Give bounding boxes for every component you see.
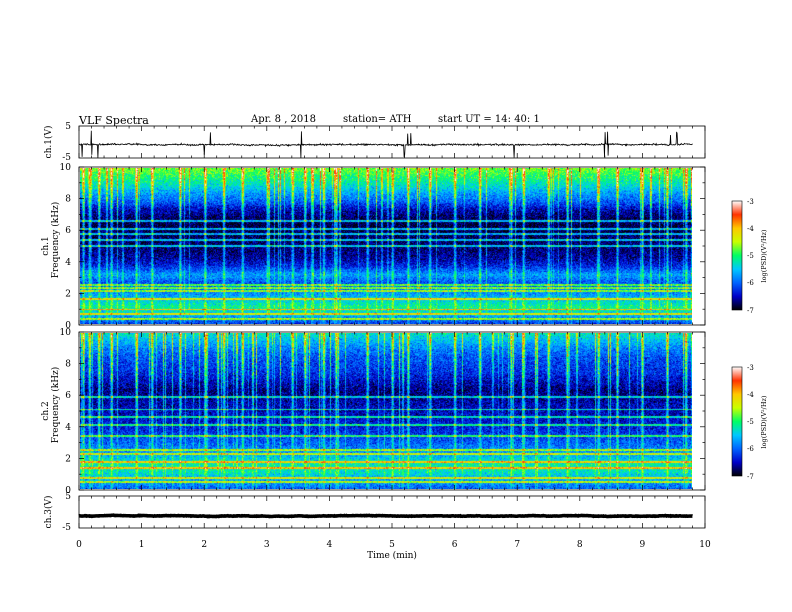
ch1-waveform-x-ticks xyxy=(78,126,706,158)
ch1-colorbar-scale xyxy=(731,200,743,311)
ch1-colorbar-tick-neg3: -3 xyxy=(747,198,754,206)
freq-tick-label: 10 xyxy=(60,328,72,338)
time-tick-label: 1 xyxy=(139,540,145,550)
ch2-colorbar-tick-neg5: -5 xyxy=(747,418,754,426)
ch1-waveform-ylabel: ch.1(V) xyxy=(43,126,54,159)
freq-tick-label: 10 xyxy=(60,163,72,173)
ch3-waveform-series xyxy=(78,513,693,519)
ch2-spectrogram-x-ticks xyxy=(78,332,706,490)
start-time-label: start UT = 14: 40: 1 xyxy=(438,114,540,125)
ch2-colorbar-tick-neg6: -6 xyxy=(747,445,754,453)
ch2-colorbar: -3 -4 -5 -6 -7 log(PSD)(V²/Hz) xyxy=(731,364,768,481)
ch3-waveform-frame xyxy=(78,495,706,529)
freq-tick-label: 6 xyxy=(65,391,71,401)
observation-date: Apr. 8 , 2018 xyxy=(251,114,317,125)
ch1-waveform-frame xyxy=(78,125,706,159)
freq-tick-label: 0 xyxy=(65,321,71,331)
ch1-spectrogram-heatmap xyxy=(80,168,692,324)
freq-tick-label: 8 xyxy=(65,195,71,205)
ch3-waveform-panel: 5 -5 ch.3(V) 0 1 2 3 4 5 6 7 8 9 10 Time (min) xyxy=(43,492,711,561)
time-tick-label: 0 xyxy=(76,540,82,550)
time-axis-tick-labels: 0 1 2 3 4 5 6 7 8 9 10 xyxy=(76,540,711,550)
ch2-channel-label: ch.2 xyxy=(41,401,51,420)
freq-tick-label: 8 xyxy=(65,360,71,370)
time-axis-label: Time (min) xyxy=(367,550,417,561)
ch2-spectrogram-heatmap xyxy=(80,333,692,489)
ch3-waveform-x-ticks xyxy=(78,496,706,528)
ch3-ytick-top: 5 xyxy=(65,492,71,502)
ch1-colorbar-tick-neg7: -7 xyxy=(747,307,754,315)
ch2-frequency-label: Frequency (kHz) xyxy=(50,367,61,444)
ch2-colorbar-tick-neg4: -4 xyxy=(747,391,754,399)
ch1-spectrogram-x-ticks xyxy=(78,167,706,325)
freq-tick-label: 4 xyxy=(65,423,71,433)
time-tick-label: 4 xyxy=(327,540,333,550)
time-tick-label: 9 xyxy=(640,540,646,550)
ch2-colorbar-scale xyxy=(731,366,743,477)
ch2-frequency-ticks: 0 2 4 6 8 10 xyxy=(60,328,705,496)
freq-tick-label: 4 xyxy=(65,258,71,268)
ch1-colorbar: -3 -4 -5 -6 -7 log(PSD)(V²/Hz) xyxy=(731,198,768,315)
time-tick-label: 6 xyxy=(452,540,458,550)
time-tick-label: 3 xyxy=(264,540,270,550)
time-tick-label: 7 xyxy=(514,540,520,550)
ch2-colorbar-label: log(PSD)(V²/Hz) xyxy=(760,395,768,448)
ch1-colorbar-tick-neg5: -5 xyxy=(747,252,754,260)
ch1-channel-label: ch.1 xyxy=(41,236,51,255)
time-tick-label: 2 xyxy=(201,540,207,550)
ch1-frequency-label: Frequency (kHz) xyxy=(50,202,61,279)
time-tick-label: 10 xyxy=(699,540,711,550)
ch1-ytick-top: 5 xyxy=(65,122,71,132)
time-tick-label: 5 xyxy=(389,540,395,550)
freq-tick-label: 6 xyxy=(65,226,71,236)
freq-tick-label: 2 xyxy=(65,289,71,299)
ch1-waveform-panel: 5 -5 ch.1(V) xyxy=(43,122,706,163)
freq-tick-label: 0 xyxy=(65,486,71,496)
ch1-ytick-bottom: -5 xyxy=(62,153,71,163)
ch3-waveform-ylabel: ch.3(V) xyxy=(43,496,54,529)
ch1-colorbar-tick-neg6: -6 xyxy=(747,279,754,287)
ch1-colorbar-tick-neg4: -4 xyxy=(747,225,754,233)
ch3-ytick-bottom: -5 xyxy=(62,523,71,533)
freq-tick-label: 2 xyxy=(65,454,71,464)
ch2-spectrogram-panel: 0 2 4 6 8 10 ch.2 Frequency (kHz) -3 -4 -5 -6… xyxy=(41,328,768,496)
station-label: station= ATH xyxy=(343,114,412,125)
time-tick-label: 8 xyxy=(577,540,583,550)
ch1-colorbar-label: log(PSD)(V²/Hz) xyxy=(760,229,768,282)
figure-title: VLF Spectra xyxy=(79,114,149,127)
ch1-frequency-ticks: 0 2 4 6 8 10 xyxy=(60,163,705,331)
ch2-colorbar-tick-neg3: -3 xyxy=(747,364,754,372)
ch1-spectrogram-panel: 0 2 4 6 8 10 ch.1 Frequency (kHz) -3 -4 -5 -6… xyxy=(41,163,768,331)
ch1-waveform-series xyxy=(78,130,693,159)
ch2-colorbar-tick-neg7: -7 xyxy=(747,473,754,481)
